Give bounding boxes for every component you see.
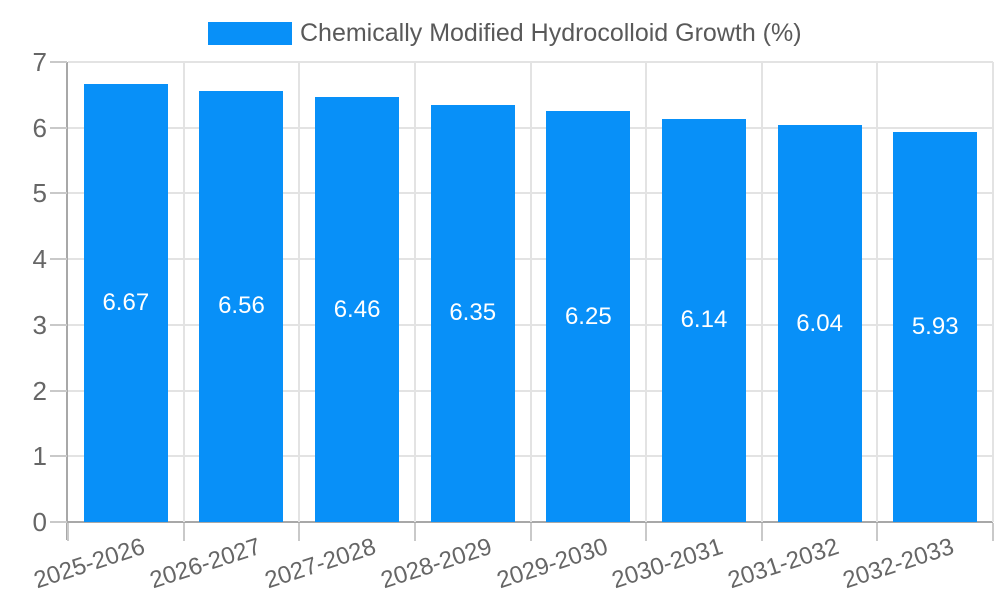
x-axis-tick bbox=[298, 523, 301, 541]
bar-value-label: 6.04 bbox=[796, 309, 843, 337]
vertical-gridline bbox=[298, 62, 301, 522]
bar-value-label: 6.56 bbox=[218, 292, 265, 320]
x-axis-category-label: 2031-2032 bbox=[724, 533, 842, 595]
y-axis-tick-label: 3 bbox=[32, 309, 47, 340]
bar-value-label: 6.25 bbox=[564, 302, 612, 330]
vertical-gridline bbox=[876, 62, 879, 522]
y-axis-tick bbox=[50, 258, 67, 261]
bar-value-label: 6.14 bbox=[680, 306, 728, 334]
y-axis-tick bbox=[50, 389, 67, 392]
y-axis-tick bbox=[50, 323, 67, 326]
y-axis-tick bbox=[50, 192, 67, 195]
x-axis-tick bbox=[645, 523, 648, 541]
bar-value-label: 5.93 bbox=[911, 313, 959, 341]
x-axis-tick bbox=[876, 523, 879, 541]
x-axis-tick bbox=[992, 523, 994, 541]
x-axis-category-label: 2029-2030 bbox=[493, 533, 611, 595]
y-axis-tick-label: 1 bbox=[32, 441, 47, 472]
x-axis-category-label: 2028-2029 bbox=[377, 533, 496, 595]
y-axis-line bbox=[66, 62, 68, 540]
y-axis-tick-label: 0 bbox=[32, 507, 47, 537]
vertical-gridline bbox=[529, 62, 532, 522]
x-axis-category-label: 2026-2027 bbox=[146, 533, 264, 595]
bar[interactable]: 6.14 bbox=[661, 118, 746, 522]
y-axis-tick bbox=[50, 521, 67, 523]
bar[interactable]: 6.35 bbox=[430, 104, 515, 522]
bar[interactable]: 6.25 bbox=[546, 111, 631, 522]
y-axis-tick-label: 7 bbox=[32, 47, 47, 77]
y-axis-tick bbox=[50, 126, 67, 129]
x-axis-line bbox=[50, 521, 993, 523]
x-axis-tick bbox=[529, 523, 532, 541]
bar-value-label: 6.35 bbox=[449, 299, 497, 327]
bar[interactable]: 5.93 bbox=[893, 132, 978, 522]
x-axis-tick bbox=[413, 523, 416, 541]
x-axis-tick bbox=[760, 523, 763, 541]
y-axis-tick bbox=[50, 61, 67, 63]
bar-value-label: 6.46 bbox=[333, 295, 381, 323]
bar-value-label: 6.67 bbox=[102, 288, 150, 316]
legend-swatch[interactable] bbox=[208, 22, 292, 45]
x-axis-tick bbox=[67, 523, 69, 541]
x-axis-tick bbox=[182, 523, 185, 541]
x-axis-category-label: 2032-2033 bbox=[840, 533, 958, 595]
y-axis-tick-label: 5 bbox=[32, 178, 47, 209]
x-axis-category-label: 2030-2031 bbox=[608, 533, 727, 595]
bar[interactable]: 6.67 bbox=[83, 83, 168, 522]
bar[interactable]: 6.04 bbox=[777, 125, 862, 522]
x-axis-category-label: 2025-2026 bbox=[30, 533, 149, 595]
vertical-gridline bbox=[992, 62, 994, 522]
y-axis-tick-label: 2 bbox=[32, 375, 47, 406]
y-axis-tick-label: 4 bbox=[32, 244, 47, 275]
y-axis-tick bbox=[50, 455, 67, 458]
bar[interactable]: 6.56 bbox=[199, 90, 284, 522]
vertical-gridline bbox=[413, 62, 416, 522]
vertical-gridline bbox=[645, 62, 648, 522]
x-axis-category-label: 2027-2028 bbox=[261, 533, 380, 595]
legend-label[interactable]: Chemically Modified Hydrocolloid Growth … bbox=[300, 19, 802, 47]
vertical-gridline bbox=[760, 62, 763, 522]
bar[interactable]: 6.46 bbox=[315, 97, 400, 522]
y-axis-tick-label: 6 bbox=[32, 112, 47, 143]
vertical-gridline bbox=[182, 62, 185, 522]
